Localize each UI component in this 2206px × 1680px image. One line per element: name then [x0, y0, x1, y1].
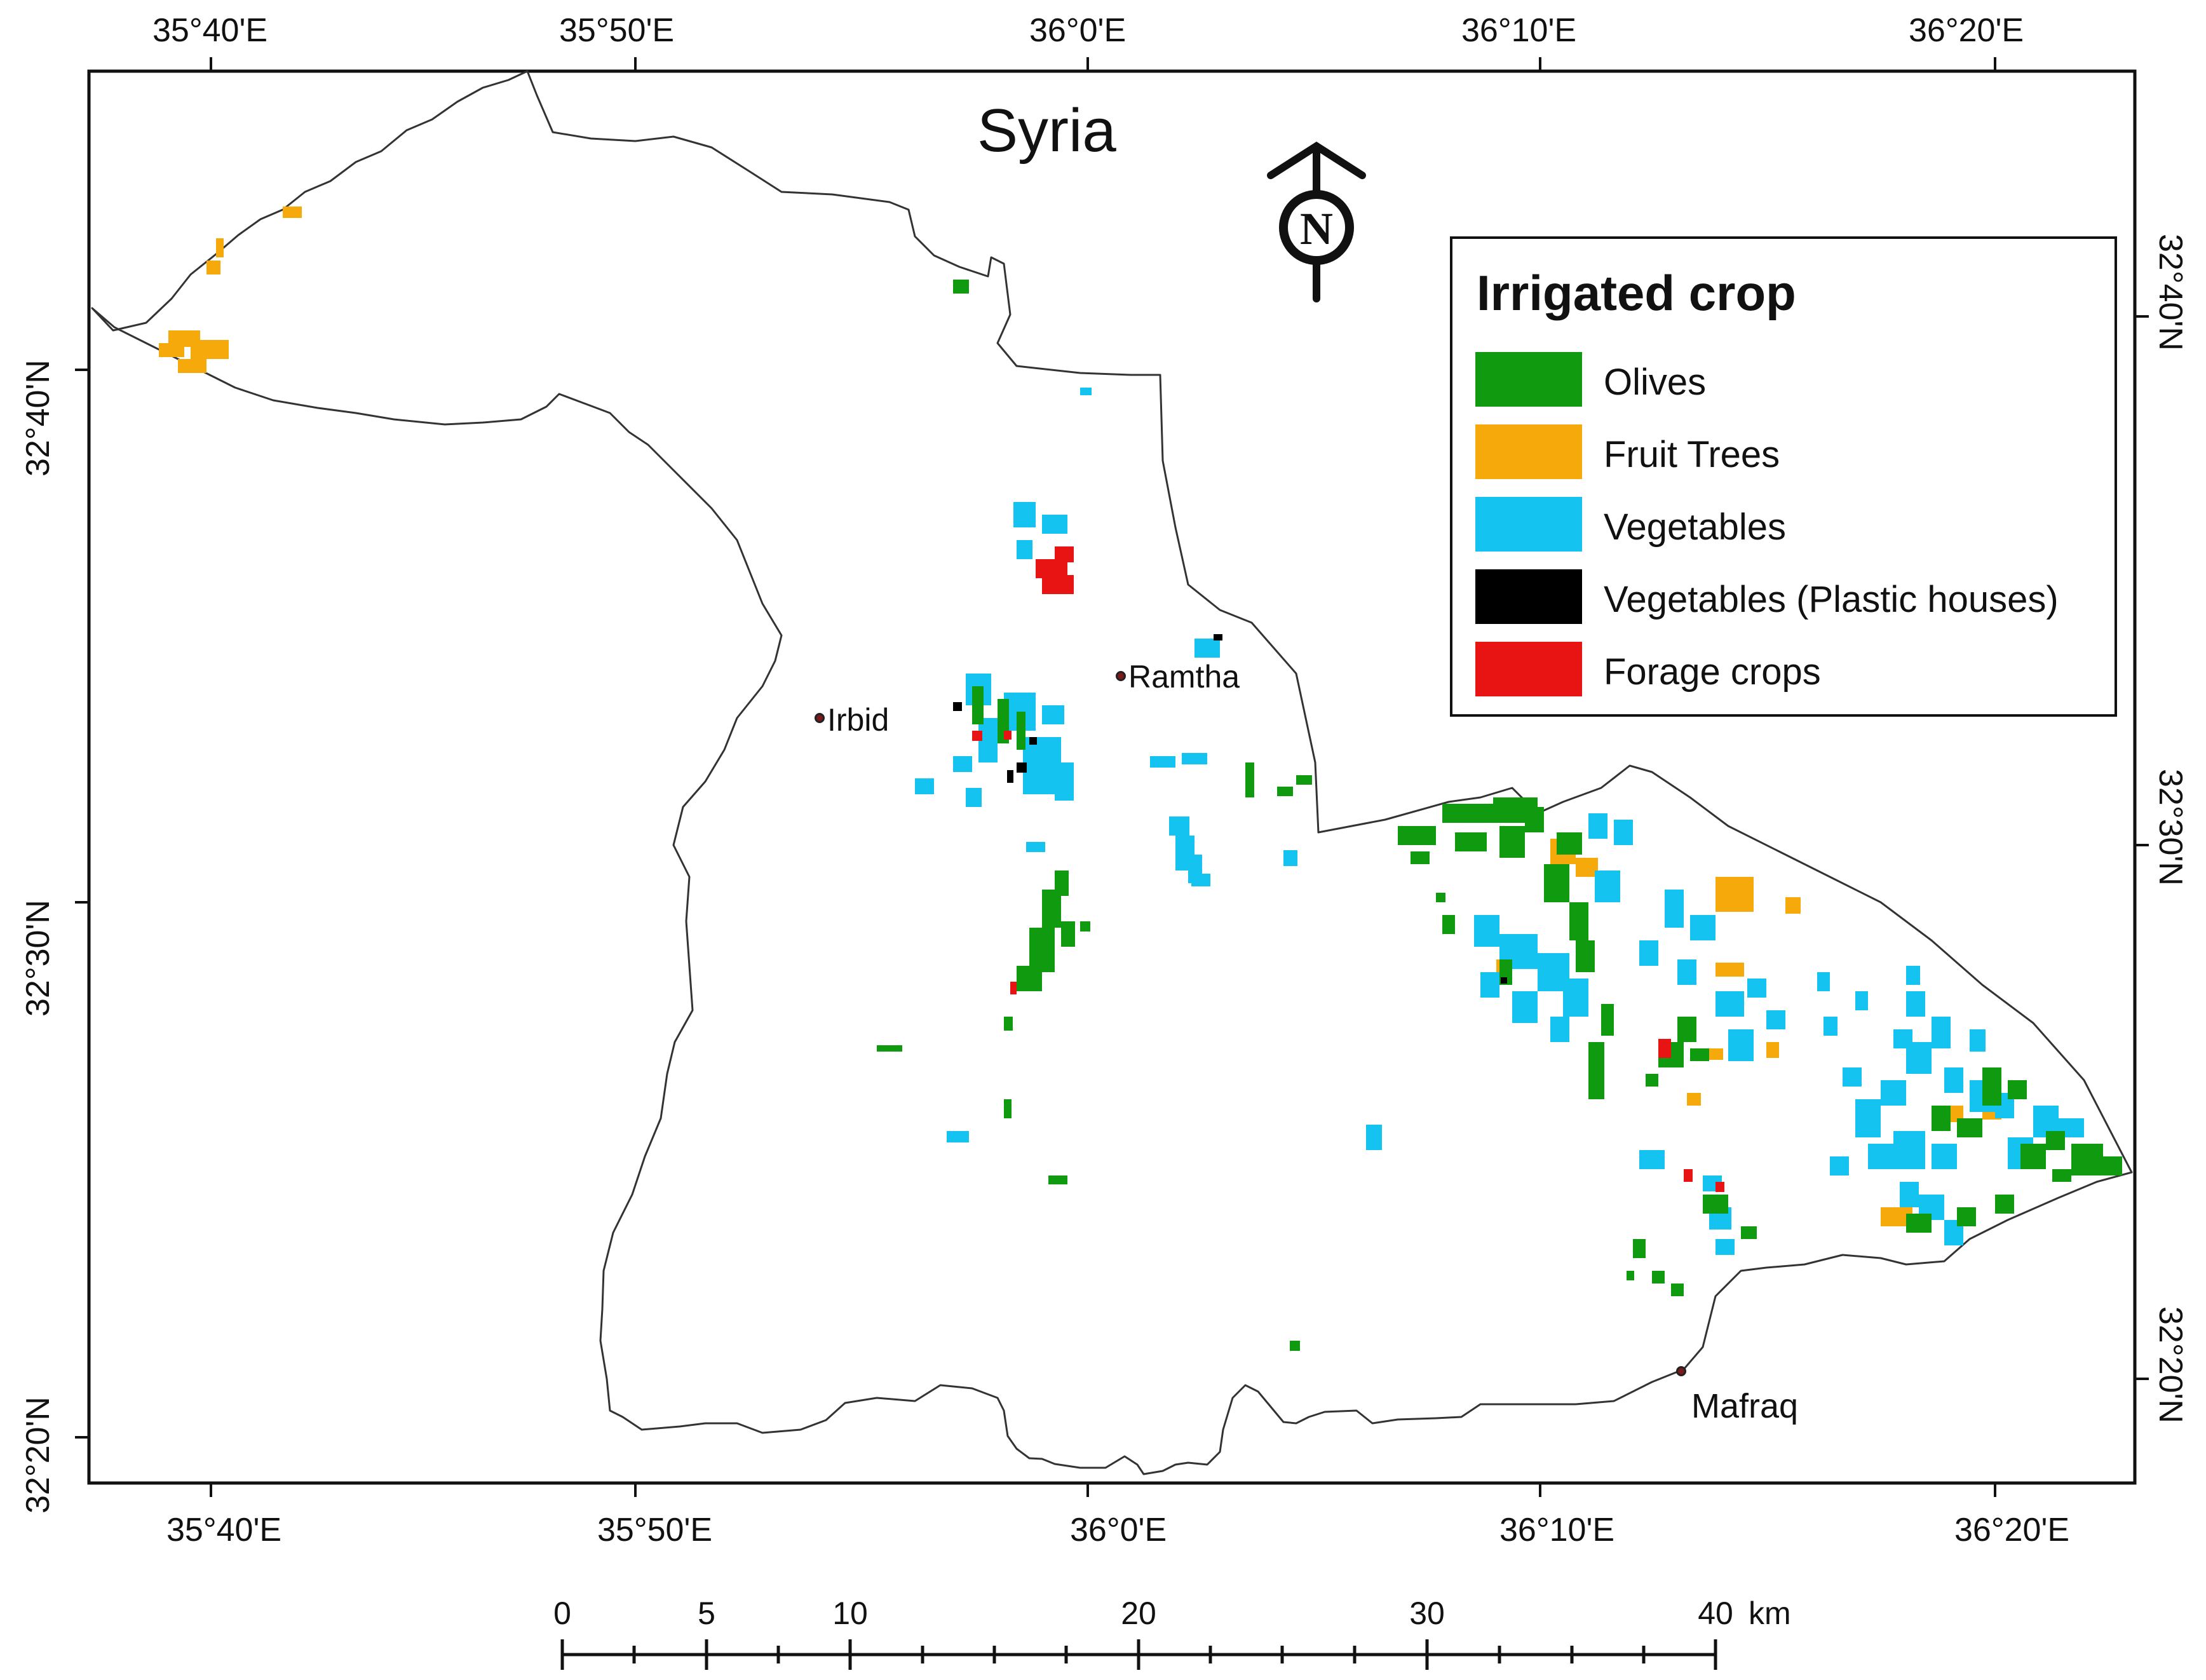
lon-label-top-2: 36°0'E [1029, 12, 1127, 49]
scale-label-10: 10 [832, 1595, 868, 1631]
lon-label-top-0: 35°40'E [152, 12, 268, 49]
legend-item-plastic-houses: Vegetables (Plastic houses) [1475, 569, 2111, 624]
plastic-houses-parcels [953, 634, 1507, 984]
lon-label-top-4: 36°20'E [1909, 12, 2024, 49]
scale-label-40: 40 [1698, 1595, 1733, 1631]
legend-swatch-fruit-trees [1475, 424, 1582, 479]
legend-item-olives: Olives [1475, 352, 2111, 407]
scale-unit: km [1749, 1595, 1791, 1631]
scale-bar [560, 1639, 1717, 1670]
legend-item-forage-crops: Forage crops [1475, 642, 2111, 696]
legend-item-fruit-trees: Fruit Trees [1475, 424, 2111, 479]
legend-label-plastic-houses: Vegetables (Plastic houses) [1604, 579, 2059, 620]
legend-swatch-plastic-houses [1475, 569, 1582, 624]
lon-label-bottom-0: 35°40'E [166, 1512, 282, 1548]
map-title: Syria [977, 97, 1116, 165]
lat-label-right-0: 32°40'N [2152, 234, 2189, 351]
lat-label-left-1: 32°30'N [20, 900, 57, 1017]
legend-label-olives: Olives [1604, 362, 1707, 403]
city-label-irbid: Irbid [827, 702, 890, 738]
scale-label-0: 0 [553, 1595, 571, 1631]
lat-label-right-2: 32°20'N [2152, 1306, 2189, 1423]
lon-label-bottom-2: 36°0'E [1070, 1512, 1167, 1548]
scale-label-30: 30 [1409, 1595, 1445, 1631]
legend-swatch-vegetables [1475, 497, 1582, 552]
legend-swatch-olives [1475, 352, 1582, 407]
study-area-boundary [91, 70, 2133, 1475]
city-marker-mafraq [1676, 1366, 1686, 1376]
lon-label-bottom-1: 35°50'E [597, 1512, 713, 1548]
lat-label-left-0: 32°40'N [20, 360, 57, 477]
legend-label-vegetables: Vegetables [1604, 506, 1787, 548]
city-label-mafraq: Mafraq [1691, 1387, 1799, 1425]
city-marker-ramtha [1116, 671, 1126, 681]
lon-label-top-1: 35°50'E [559, 12, 675, 49]
lat-label-left-2: 32°20'N [20, 1397, 57, 1514]
forage-parcels [972, 546, 1724, 1192]
city-marker-irbid [815, 713, 825, 723]
north-arrow [1267, 141, 1366, 302]
city-label-ramtha: Ramtha [1128, 659, 1240, 694]
legend-label-fruit-trees: Fruit Trees [1604, 434, 1780, 475]
lon-label-top-3: 36°10'E [1461, 12, 1577, 49]
legend: Irrigated crop Olives Fruit Trees Vegeta… [1450, 236, 2117, 717]
legend-label-forage-crops: Forage crops [1604, 651, 1821, 693]
crop-parcels [159, 207, 2122, 1351]
olives-parcels [877, 280, 2122, 1351]
legend-title: Irrigated crop [1477, 265, 1796, 321]
scale-label-5: 5 [698, 1595, 715, 1631]
lon-label-bottom-3: 36°10'E [1499, 1512, 1615, 1548]
legend-swatch-forage-crops [1475, 642, 1582, 696]
frame-ticks [75, 57, 2149, 1497]
north-letter: N [1300, 203, 1333, 254]
lat-label-right-1: 32°30'N [2152, 769, 2189, 886]
scale-label-20: 20 [1121, 1595, 1156, 1631]
lon-label-bottom-4: 36°20'E [1954, 1512, 2070, 1548]
legend-item-vegetables: Vegetables [1475, 497, 2111, 552]
